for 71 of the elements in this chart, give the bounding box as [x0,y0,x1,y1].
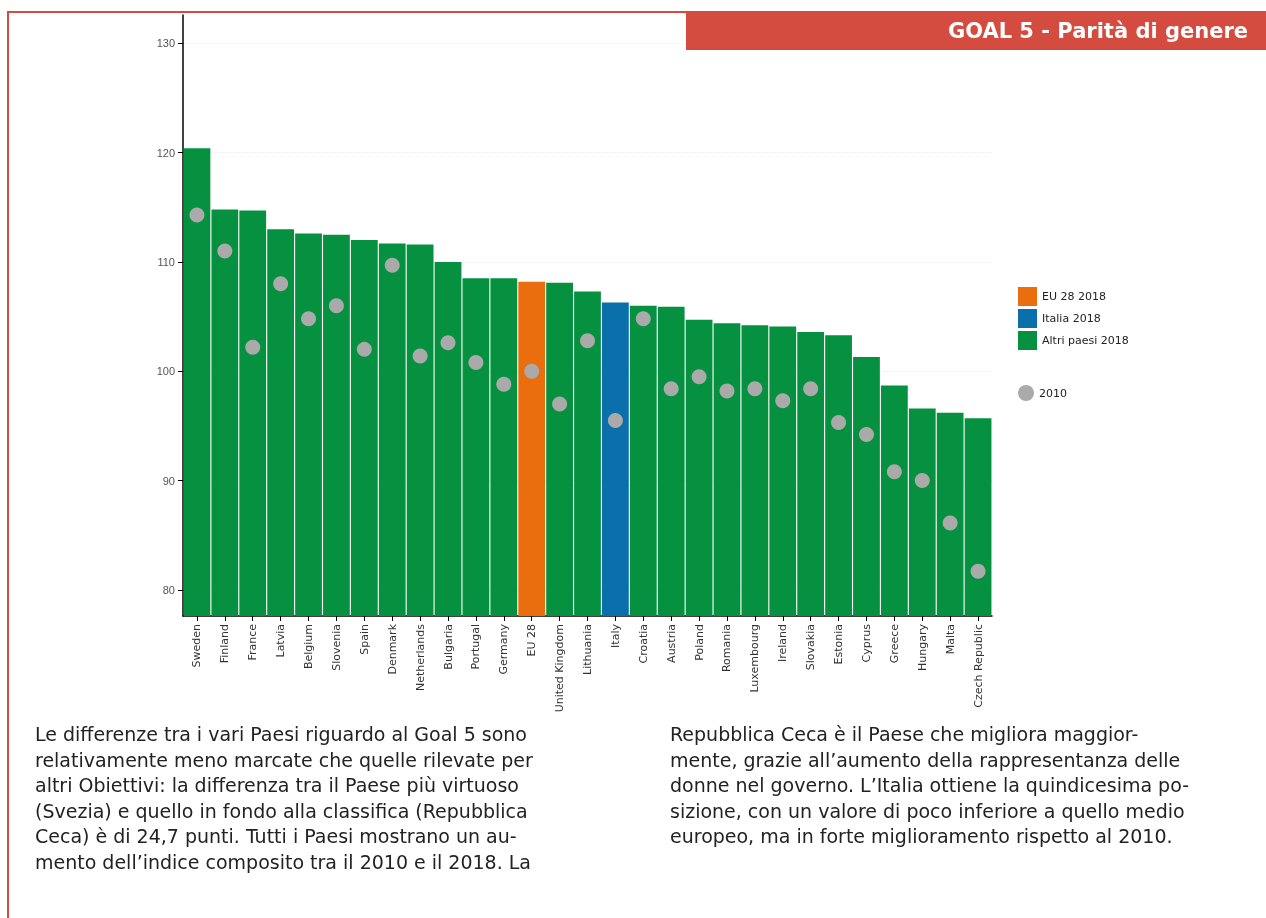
point [942,515,958,531]
x-tick-label: Hungary [915,623,929,671]
x-tick-label: Greece [887,623,901,664]
point [970,563,986,579]
legend-label: Italia 2018 [1042,312,1101,325]
point [691,369,707,385]
legend-label: Altri paesi 2018 [1042,334,1129,347]
point [384,257,400,273]
text: Le differenze tra i vari Paesi riguardo al Goal 5 sono relativamente meno marcate che quelle rilevate per altri Obiettivi: la differenza tra il Paese più virtuoso (Svezia) e quello in fondo alla classifica (Repubblica Ceca) è di 24,7 punti. Tutti i Paesi mostrano un au- mento dell’indice composito tra il 2010 e il 2018. La [35,722,534,875]
point [496,376,512,392]
point [301,311,317,327]
text: Repubblica Ceca è il Paese che migliora maggior- mente, grazie all’aumento della rappresentanza delle donne nel governo. L’Italia ottiene la quindicesima po- sizione, con un valore di poco inferiore a quello medio europeo, ma in forte miglioramento rispetto al 2010. [670,722,1190,849]
x-tick-label: EU 28 [525,624,539,657]
y-tick-label: 100 [156,365,175,378]
point [858,427,874,443]
text: GOAL 5 - Parità di genere [947,18,1248,45]
x-tick-label: Cyprus [859,623,873,663]
y-tick-label: 90 [162,474,175,487]
x-tick-label: France [246,623,260,661]
y-tick-label: 110 [157,255,175,268]
x-tick-label: Poland [692,624,706,661]
legend-label: 2010 [1039,386,1067,400]
y-tick-label: 120 [156,146,175,159]
x-tick-label: Malta [943,624,957,655]
point [831,415,847,431]
y-tick-label: 80 [162,583,175,596]
point [273,276,289,292]
x-tick-label: Slovenia [329,624,343,671]
point [356,341,372,357]
x-tick-label: Portugal [469,624,483,670]
point [328,298,344,314]
point [607,412,623,428]
x-tick-label: Latvia [274,624,288,658]
point [775,393,791,409]
point [468,354,484,370]
x-tick-label: Netherlands [413,623,427,692]
x-tick-label: Lithuania [581,624,594,675]
x-tick-label: Germany [497,623,511,675]
point [440,335,456,351]
point [719,383,735,399]
point [189,207,205,223]
x-tick-label: Sweden [190,623,204,668]
x-tick-label: Finland [218,624,232,664]
x-tick-label: Luxembourg [748,624,762,693]
point [747,381,763,397]
point [245,339,261,355]
point [524,363,540,379]
x-tick-label: Croatia [636,624,650,664]
x-tick-label: Ireland [776,624,790,663]
x-tick-label: Austria [664,624,678,663]
y-tick-label: 130 [156,37,175,50]
x-tick-label: United Kingdom [553,624,567,713]
x-tick-label: Estonia [832,624,846,665]
point [552,396,568,412]
x-tick-label: Slovakia [804,624,818,671]
point [803,381,819,397]
point [914,473,930,488]
x-tick-label: Italy [608,623,622,648]
point [412,348,428,364]
x-tick-label: Spain [357,623,371,655]
point [580,333,595,349]
x-tick-label: Bulgaria [441,624,455,670]
legend-label: EU 28 2018 [1042,290,1106,303]
x-tick-label: Czech Republic [971,624,985,708]
point [886,464,902,480]
point [635,311,651,327]
x-tick-label: Denmark [385,623,399,675]
point [663,381,679,397]
point [217,243,233,259]
x-tick-label: Belgium [302,624,316,670]
x-tick-label: Romania [720,624,734,673]
